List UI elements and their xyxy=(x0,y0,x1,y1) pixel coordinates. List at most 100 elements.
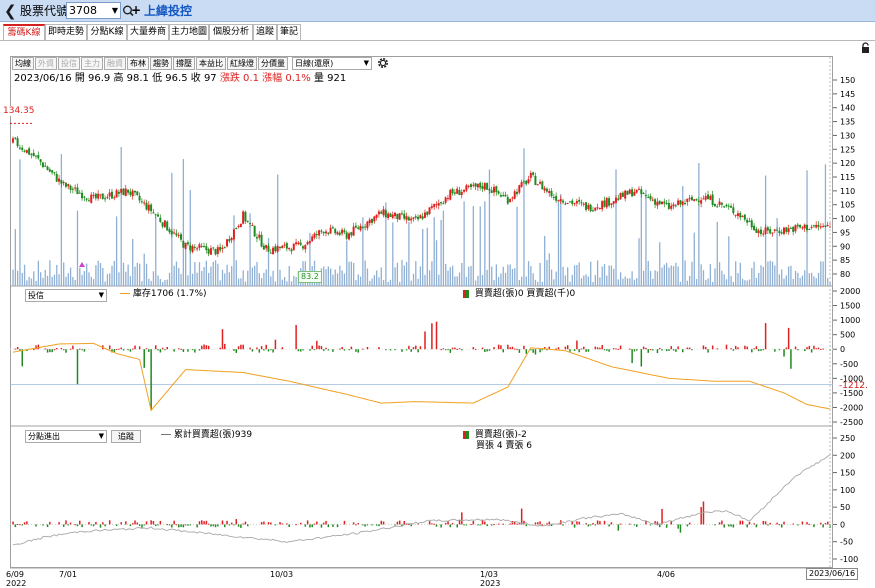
institution-bar xyxy=(203,344,205,350)
volume-bar xyxy=(260,278,263,286)
track-button[interactable]: 追蹤 xyxy=(111,430,141,443)
volume-bar xyxy=(293,275,295,286)
institution-bar xyxy=(601,345,603,350)
volume-bar xyxy=(141,281,143,286)
back-chevron-icon[interactable]: ❮ xyxy=(4,2,17,20)
branch-bar xyxy=(19,524,21,526)
volume-bar xyxy=(106,274,109,286)
volume-bar xyxy=(92,279,95,286)
volume-bar xyxy=(166,279,168,286)
branch-bar xyxy=(797,524,799,526)
candle-body xyxy=(690,196,693,201)
tab-branch-kline[interactable]: 分點K線 xyxy=(87,24,127,40)
branch-bar xyxy=(214,524,217,528)
toolbar-button-5[interactable]: 布林 xyxy=(127,57,149,70)
volume-bar xyxy=(217,263,219,286)
tab-large-brokers[interactable]: 大量券商 xyxy=(127,24,169,40)
volume-bar xyxy=(178,267,180,286)
institution-bar xyxy=(242,344,244,350)
toolbar-button-9[interactable]: 紅綠燈 xyxy=(227,57,257,70)
price-tick-2: 140 xyxy=(840,104,855,113)
branch-bar xyxy=(244,521,247,525)
candle-body xyxy=(173,232,176,234)
branch-bar xyxy=(599,521,601,525)
volume-bar xyxy=(502,266,504,286)
volume-bar xyxy=(695,279,698,286)
tab-stock-analysis[interactable]: 個股分析 xyxy=(209,24,253,40)
tab-main-force-map[interactable]: 主力地圖 xyxy=(169,24,209,40)
volume-bar xyxy=(175,261,178,286)
branch-bar xyxy=(755,524,758,528)
branch-bar xyxy=(120,522,122,525)
tab-chip-kline[interactable]: 籌碼K線 xyxy=(3,24,45,40)
candle-body xyxy=(140,201,143,203)
institution-bar xyxy=(509,347,511,350)
branch-bar xyxy=(180,524,182,527)
tab-realtime[interactable]: 即時走勢 xyxy=(45,24,87,40)
branch-bar xyxy=(322,522,325,525)
candle-body xyxy=(412,217,415,219)
tab-notes[interactable]: 筆記 xyxy=(277,24,301,40)
tab-track[interactable]: 追蹤 xyxy=(253,24,277,40)
candle-body xyxy=(440,202,443,204)
toolbar-button-2[interactable]: 投信 xyxy=(58,57,80,70)
institution-bar xyxy=(716,348,719,350)
candle-body xyxy=(253,225,256,237)
branch-bar xyxy=(433,523,435,525)
volume-bar xyxy=(226,264,228,286)
period-select[interactable]: 日線(還原) ▼ xyxy=(292,57,372,70)
stock-code-combobox[interactable]: ▼ xyxy=(66,2,121,19)
candle-body xyxy=(681,201,684,205)
volume-bar xyxy=(327,266,329,286)
search-icon[interactable] xyxy=(122,3,136,19)
indicator-select-branch[interactable]: 分點進出 ▼ xyxy=(25,430,107,443)
candle-body xyxy=(557,200,560,202)
candle-body xyxy=(405,216,408,220)
toolbar-button-4[interactable]: 融資 xyxy=(104,57,126,70)
stock-code-input[interactable] xyxy=(69,4,107,17)
volume-bar xyxy=(714,268,716,286)
institution-bar xyxy=(49,349,51,353)
add-plus-icon[interactable]: + xyxy=(131,3,142,17)
volume-bar xyxy=(449,267,451,286)
volume-bar xyxy=(541,281,544,286)
candle-body xyxy=(695,199,698,201)
volume-bar xyxy=(647,261,649,286)
candle-body xyxy=(175,233,178,236)
branch-bar xyxy=(728,524,730,527)
toolbar-button-6[interactable]: 趨勢 xyxy=(150,57,172,70)
toolbar-button-3[interactable]: 主力 xyxy=(81,57,103,70)
volume-bar xyxy=(829,281,831,286)
institution-bar xyxy=(37,344,40,350)
toolbar-button-7[interactable]: 撐壓 xyxy=(173,57,195,70)
candle-body xyxy=(368,219,371,224)
institution-bar xyxy=(297,349,300,352)
volume-bar xyxy=(824,164,827,286)
volume-bar xyxy=(481,274,484,286)
candle-body xyxy=(631,189,634,197)
lock-icon[interactable] xyxy=(860,42,872,54)
toolbar-button-1[interactable]: 外資 xyxy=(35,57,57,70)
indicator-select-institution[interactable]: 投信 ▼ xyxy=(25,289,107,302)
candle-body xyxy=(377,211,380,215)
branch-bar xyxy=(739,520,742,525)
volume-bar xyxy=(771,261,774,286)
candle-body xyxy=(782,227,785,234)
volume-bar xyxy=(127,264,129,286)
toolbar-button-0[interactable]: 均線 xyxy=(12,57,34,70)
branch-bar xyxy=(67,524,70,526)
candle-body xyxy=(152,212,155,214)
settings-gear-icon[interactable] xyxy=(376,56,390,70)
volume-bar xyxy=(295,276,297,286)
price-tick-12: 90 xyxy=(840,242,850,251)
toolbar-button-8[interactable]: 本益比 xyxy=(196,57,226,70)
p2-tick-1: 1500 xyxy=(840,302,860,311)
institution-bar xyxy=(166,347,168,350)
branch-bar xyxy=(585,523,587,525)
volume-bar xyxy=(546,260,548,286)
branch-bar xyxy=(371,524,373,526)
stock-dropdown-arrow-icon[interactable]: ▼ xyxy=(111,6,118,15)
volume-bar xyxy=(486,269,488,286)
toolbar-button-10[interactable]: 分價量 xyxy=(258,57,288,70)
